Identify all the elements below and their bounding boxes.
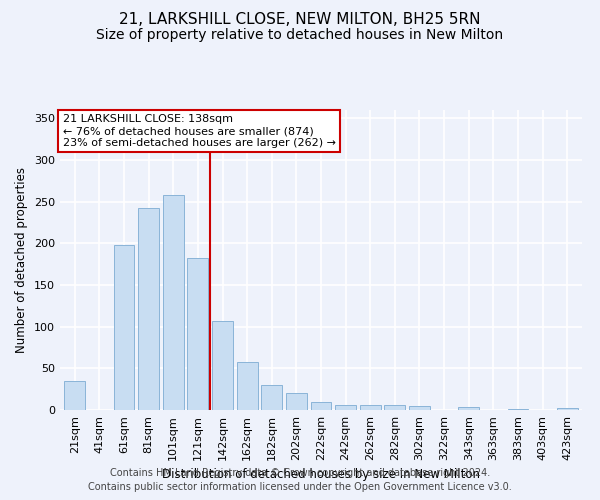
Text: Size of property relative to detached houses in New Milton: Size of property relative to detached ho…	[97, 28, 503, 42]
Bar	[508, 409, 529, 410]
Bar	[212, 321, 233, 410]
Bar	[458, 406, 479, 410]
Text: Contains HM Land Registry data © Crown copyright and database right 2024.: Contains HM Land Registry data © Crown c…	[110, 468, 490, 477]
Bar	[409, 406, 430, 410]
Bar	[163, 195, 184, 410]
Bar	[385, 405, 406, 410]
Bar	[360, 405, 381, 410]
Bar	[187, 258, 208, 410]
Bar	[557, 408, 578, 410]
Bar	[335, 405, 356, 410]
Bar	[236, 362, 257, 410]
Bar	[64, 381, 85, 410]
Bar	[286, 394, 307, 410]
Bar	[138, 208, 159, 410]
Text: 21 LARKSHILL CLOSE: 138sqm
← 76% of detached houses are smaller (874)
23% of sem: 21 LARKSHILL CLOSE: 138sqm ← 76% of deta…	[62, 114, 335, 148]
Bar	[311, 402, 331, 410]
X-axis label: Distribution of detached houses by size in New Milton: Distribution of detached houses by size …	[162, 468, 480, 481]
Y-axis label: Number of detached properties: Number of detached properties	[16, 167, 28, 353]
Bar	[261, 385, 282, 410]
Text: 21, LARKSHILL CLOSE, NEW MILTON, BH25 5RN: 21, LARKSHILL CLOSE, NEW MILTON, BH25 5R…	[119, 12, 481, 28]
Bar	[113, 245, 134, 410]
Text: Contains public sector information licensed under the Open Government Licence v3: Contains public sector information licen…	[88, 482, 512, 492]
